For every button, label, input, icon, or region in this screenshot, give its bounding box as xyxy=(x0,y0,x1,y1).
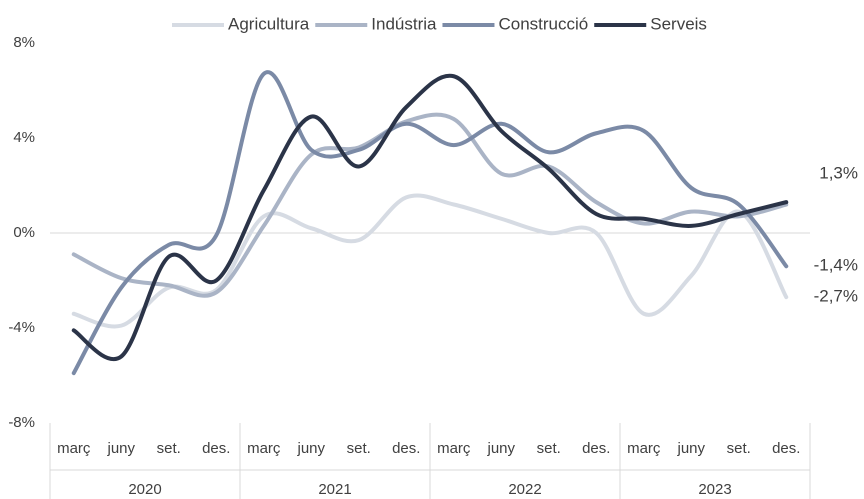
x-tick-label: juny xyxy=(676,440,705,457)
group-label: 2020 xyxy=(128,481,161,498)
data-label: -1,4% xyxy=(814,256,858,275)
x-tick-label: juny xyxy=(106,440,135,457)
x-tick-label: set. xyxy=(347,440,371,457)
y-tick-label: 0% xyxy=(13,224,35,241)
legend-label: Indústria xyxy=(371,14,437,33)
x-tick-label: juny xyxy=(296,440,325,457)
series-line xyxy=(71,193,789,329)
series-line xyxy=(71,73,789,361)
data-label: 1,3% xyxy=(819,164,858,183)
x-tick-label: des. xyxy=(392,440,420,457)
legend: Agricultura Indústria Construcció Serveis xyxy=(172,14,707,33)
x-tick-label: set. xyxy=(537,440,561,457)
x-tick-label: des. xyxy=(202,440,230,457)
series-line xyxy=(71,112,789,298)
data-label: -2,7% xyxy=(814,287,858,306)
x-tick-label: set. xyxy=(157,440,181,457)
x-tick-label: juny xyxy=(486,440,515,457)
series-line xyxy=(71,70,789,376)
x-tick-label: març xyxy=(247,440,281,457)
legend-label: Serveis xyxy=(650,14,707,33)
y-tick-label: -4% xyxy=(8,319,35,336)
group-label: 2021 xyxy=(318,481,351,498)
x-tick-label: març xyxy=(627,440,661,457)
group-label: 2022 xyxy=(508,481,541,498)
group-label: 2023 xyxy=(698,481,731,498)
x-tick-label: març xyxy=(437,440,471,457)
legend-label: Construcció xyxy=(498,14,588,33)
y-tick-label: 8% xyxy=(13,34,35,51)
y-tick-label: -8% xyxy=(8,414,35,431)
y-tick-label: 4% xyxy=(13,129,35,146)
x-tick-label: set. xyxy=(727,440,751,457)
legend-label: Agricultura xyxy=(228,14,310,33)
x-tick-label: des. xyxy=(772,440,800,457)
x-tick-label: des. xyxy=(582,440,610,457)
x-tick-label: març xyxy=(57,440,91,457)
